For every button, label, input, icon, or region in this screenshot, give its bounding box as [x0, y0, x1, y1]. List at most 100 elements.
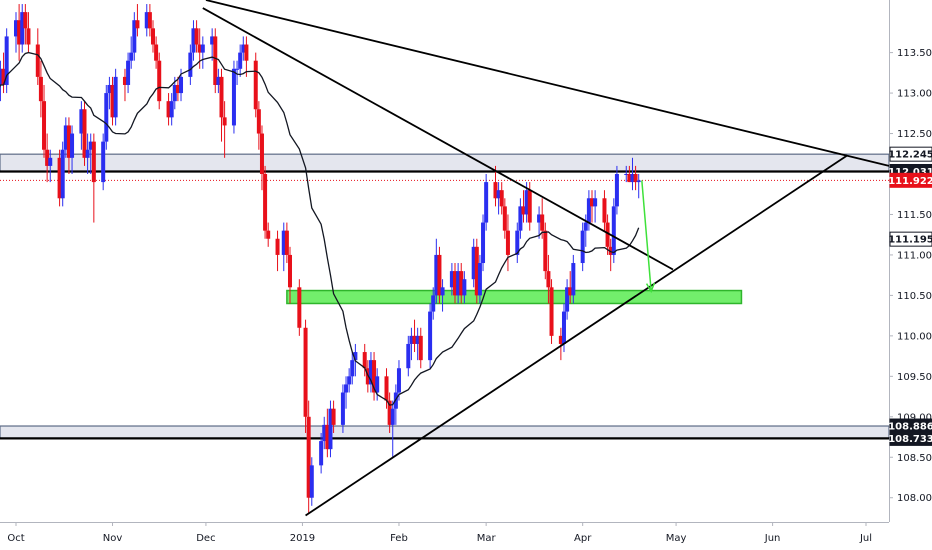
candle-body	[546, 271, 551, 288]
candle-body	[499, 190, 504, 207]
candle-body	[157, 60, 162, 102]
candle-body	[306, 416, 311, 498]
trendlines-layer	[202, 0, 890, 517]
candle-body	[191, 28, 196, 53]
candle-body	[347, 376, 352, 385]
candle-body	[496, 190, 501, 199]
candle-body	[331, 408, 336, 425]
price-label-text: 112.245	[888, 150, 932, 161]
candle-body	[26, 28, 31, 45]
candle-body	[434, 254, 439, 296]
candle-body	[135, 20, 140, 29]
candle-body	[113, 76, 118, 118]
candle-body	[456, 271, 461, 296]
y-tick-label: 108.500	[897, 453, 932, 464]
candle-body	[17, 20, 22, 45]
candle-body	[188, 52, 193, 77]
y-tick-label: 113.500	[897, 48, 932, 59]
x-tick-label: Jun	[764, 533, 781, 544]
zones-layer	[0, 153, 890, 440]
candle-body	[630, 174, 635, 183]
candle-body	[197, 44, 202, 53]
candle-body	[344, 384, 349, 393]
candle-body	[45, 149, 50, 166]
forecast-arrow-head	[645, 282, 656, 294]
candle-body	[179, 76, 184, 94]
candle-body	[481, 222, 486, 264]
candle-body	[624, 174, 629, 175]
candle-body	[88, 141, 93, 150]
candle-body	[169, 101, 174, 118]
support-zone	[286, 289, 743, 305]
candle-body	[375, 376, 380, 393]
candle-body	[122, 76, 127, 85]
candle-body	[418, 335, 423, 361]
candle-body	[527, 190, 532, 223]
price-label-text: 108.733	[888, 434, 932, 445]
price-label-text: 111.195	[888, 235, 932, 246]
candle-body	[63, 125, 68, 150]
candle-body	[172, 84, 177, 102]
candle-body	[154, 44, 159, 61]
candle-body	[608, 246, 613, 255]
candle-body	[406, 343, 411, 369]
candle-body	[256, 109, 261, 134]
candle-body	[437, 254, 442, 296]
candle-body	[216, 76, 221, 85]
candle-body	[558, 335, 563, 344]
x-tick-label: Feb	[390, 533, 408, 544]
candle-body	[502, 206, 507, 231]
candle-body	[471, 246, 476, 280]
candle-body	[521, 206, 526, 215]
candle-body	[568, 287, 573, 296]
candle-body	[627, 174, 632, 183]
x-axis-panel	[0, 522, 932, 550]
inner-trendline	[202, 7, 674, 271]
candle-body	[368, 360, 373, 385]
candle-body	[210, 36, 215, 45]
candle-body	[328, 408, 333, 450]
candle-body	[23, 12, 28, 29]
candle-body	[309, 465, 314, 498]
y-tick-label: 111.000	[897, 250, 932, 261]
candle-body	[543, 230, 548, 272]
candle-body	[284, 230, 289, 255]
candle-body	[586, 198, 591, 223]
candle-body	[132, 20, 137, 53]
candle-body	[396, 368, 401, 393]
x-tick-label: Mar	[477, 533, 497, 544]
candle-body	[636, 180, 641, 183]
candle-body	[565, 287, 570, 312]
candle-body	[126, 60, 131, 85]
candle-body	[459, 271, 464, 296]
candle-body	[91, 141, 96, 183]
price-label-badge	[889, 231, 932, 247]
moving-average-line	[0, 51, 640, 406]
candle-body	[350, 360, 355, 377]
candle-body	[101, 141, 106, 183]
upper-trendline	[205, 0, 890, 167]
candle-body	[633, 174, 638, 183]
candle-body	[281, 230, 286, 255]
candle-body	[38, 76, 43, 102]
candle-body	[266, 230, 271, 239]
candle-body	[42, 101, 47, 150]
candle-body	[462, 279, 467, 296]
candle-body	[79, 109, 84, 134]
candle-body	[540, 214, 545, 231]
candle-body	[194, 28, 199, 45]
candle-body	[4, 36, 9, 85]
candle-body	[605, 222, 610, 247]
candle-body	[602, 198, 607, 223]
candle-body	[561, 311, 566, 344]
candle-body	[384, 376, 389, 401]
x-tick-label: Oct	[7, 533, 24, 544]
candle-body	[60, 149, 65, 199]
candle-body	[150, 28, 155, 45]
candle-body	[611, 206, 616, 255]
candle-body	[144, 12, 149, 29]
candle-body	[235, 68, 240, 70]
candle-body	[322, 424, 327, 442]
candle-body	[412, 335, 417, 344]
